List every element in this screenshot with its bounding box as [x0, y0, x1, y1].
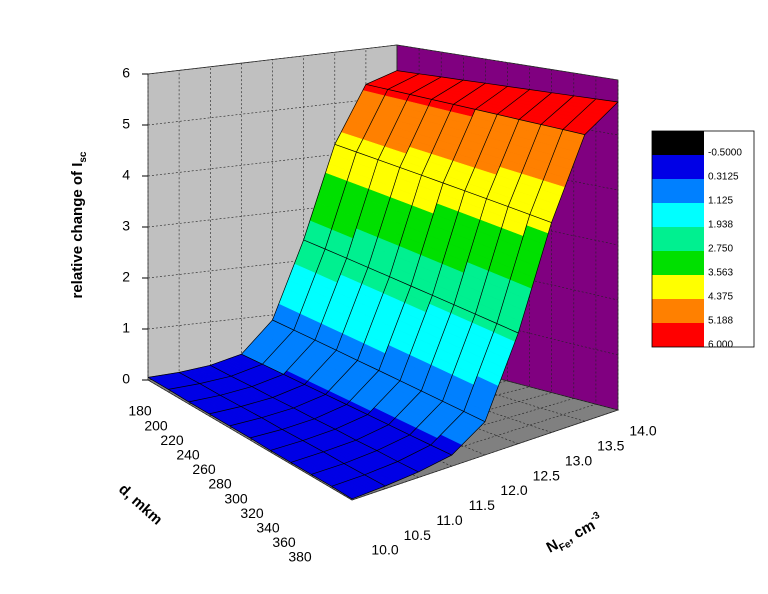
x-axis-title-sub: Fe	[557, 538, 573, 553]
surface-column-line	[178, 372, 386, 487]
y-tick-label: 340	[256, 520, 280, 536]
y-tick-label: 200	[144, 417, 168, 433]
z-tick-label: 1	[122, 320, 130, 336]
colorbar-swatch	[652, 299, 704, 323]
z-tick-label: 6	[122, 65, 130, 81]
y-tick-label: 240	[176, 447, 200, 463]
z-tick-label: 5	[122, 116, 130, 132]
y-tick-label: 320	[240, 505, 264, 521]
z-tick-label: 4	[122, 167, 130, 183]
colorbar-swatch	[652, 251, 704, 275]
surface-column-line	[365, 84, 585, 135]
z-tick-label: 0	[122, 371, 130, 387]
y-tick-label: 380	[288, 549, 312, 565]
colorbar-swatch	[652, 275, 704, 299]
colorbar-label: 2.750	[708, 244, 733, 255]
colorbar-label: 0.3125	[708, 172, 739, 183]
z-axis-title: relative change of Isc	[69, 151, 89, 298]
surface-column-line	[241, 353, 452, 456]
surface-column-line	[210, 364, 419, 473]
colorbar-swatch	[652, 131, 704, 155]
colorbar-frame	[651, 130, 755, 348]
surface-column-line	[334, 143, 552, 223]
colorbar-swatch	[652, 179, 704, 203]
grid-line	[147, 249, 619, 301]
x-tick-label: 11.0	[436, 512, 462, 528]
z-axis-title-text: relative change of I	[69, 163, 86, 299]
x-tick-label: 14.0	[629, 423, 656, 439]
x-tick-label: 13.0	[565, 452, 592, 468]
surface-column-line	[147, 377, 353, 500]
x-axis-title: NFe, cm-3	[542, 509, 607, 558]
x-tick-label: 13.5	[597, 438, 624, 454]
colorbar-label: 5.188	[708, 316, 733, 327]
surface-column-line	[272, 319, 486, 423]
colorbar-label: 3.563	[708, 268, 733, 279]
colorbar-label: -0.5000	[708, 148, 742, 159]
colorbar-label: 4.375	[708, 292, 733, 303]
y-tick-label: 280	[208, 476, 232, 492]
x-tick-label: 12.0	[500, 482, 527, 498]
colorbar-swatch	[652, 155, 704, 179]
y-tick-label: 220	[160, 432, 184, 448]
grid-line	[311, 73, 575, 477]
colorbar-label: 1.938	[708, 220, 733, 231]
colorbar-label: 1.125	[708, 196, 733, 207]
y-tick-label: 360	[272, 534, 296, 550]
y-tick-label: 260	[192, 461, 216, 477]
x-tick-label: 12.5	[533, 467, 560, 483]
z-tick-label: 3	[122, 218, 130, 234]
grid-line	[351, 80, 619, 501]
colorbar-swatch	[652, 323, 704, 347]
z-axis-title-sub: sc	[78, 151, 89, 163]
colorbar-swatch	[652, 203, 704, 227]
surface-column-line	[303, 239, 519, 334]
x-tick-label: 10.0	[371, 542, 398, 558]
z-tick-label: 2	[122, 269, 130, 285]
y-tick-label: 180	[128, 403, 152, 419]
y-tick-label: 300	[224, 490, 248, 506]
x-tick-label: 11.5	[469, 497, 495, 513]
colorbar-swatch	[652, 227, 704, 251]
y-axis-title: d, mkm	[115, 481, 165, 529]
x-tick-label: 10.5	[404, 527, 431, 543]
colorbar-label: 6.000	[708, 340, 733, 351]
surface-column-line	[396, 70, 619, 103]
